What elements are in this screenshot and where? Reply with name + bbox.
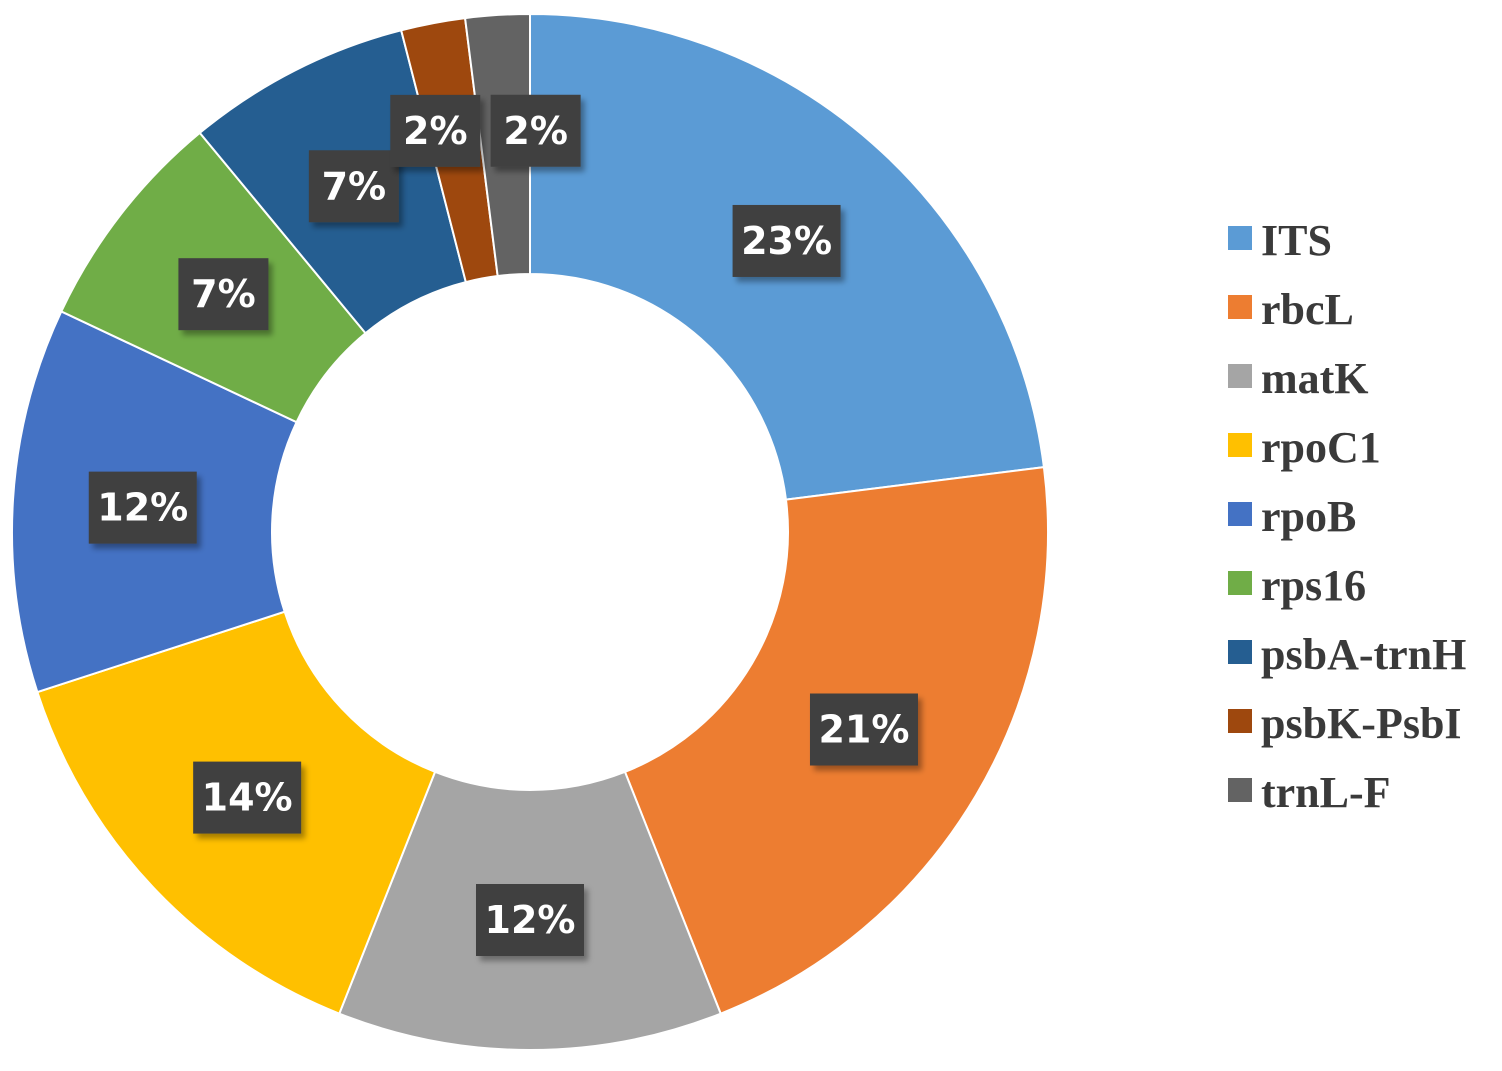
legend-label: trnL-F (1261, 768, 1391, 817)
data-label-text: 21% (818, 708, 909, 752)
data-label-text: 12% (485, 898, 576, 942)
legend-item-matk: matK (1228, 354, 1369, 403)
legend-swatch (1228, 295, 1252, 319)
data-label-box (490, 94, 581, 167)
legend-label: psbK-PsbI (1261, 699, 1462, 748)
data-label-box (193, 761, 302, 834)
data-label-matk: 12% (476, 884, 584, 956)
data-label-box (178, 258, 269, 331)
legend-label: psbA-trnH (1261, 630, 1466, 679)
legend-label: rpoC1 (1261, 423, 1381, 472)
legend: ITS rbcL matK rpoC1 rpoB rps16 psbA-trnH psbK-P… (1228, 216, 1466, 817)
legend-item-rpoc1: rpoC1 (1228, 423, 1381, 472)
legend-swatch (1228, 226, 1252, 250)
data-label-text: 12% (97, 486, 188, 530)
data-label-box (390, 94, 481, 167)
legend-swatch (1228, 709, 1252, 733)
legend-label: matK (1261, 354, 1369, 403)
data-label-rpob: 12% (88, 471, 197, 544)
data-label-text: 2% (403, 109, 468, 153)
data-label-text: 23% (741, 219, 832, 263)
legend-label: rbcL (1261, 285, 1354, 334)
legend-item-psba-trnh: psbA-trnH (1228, 630, 1466, 679)
data-label-rps16: 7% (178, 258, 269, 331)
legend-item-rpob: rpoB (1228, 492, 1356, 541)
data-label-box (476, 884, 584, 956)
data-label-box (308, 150, 399, 223)
data-label-box (732, 204, 841, 277)
data-label-box (809, 693, 918, 766)
data-label-text: 7% (322, 164, 387, 208)
data-label-text: 14% (202, 776, 293, 820)
data-label-its: 23% (732, 204, 841, 277)
legend-swatch (1228, 778, 1252, 802)
legend-swatch (1228, 502, 1252, 526)
data-label-text: 7% (191, 272, 256, 316)
data-label-rpoc1: 14% (193, 761, 302, 834)
data-label-rbcl: 21% (809, 693, 918, 766)
data-label-psbk-psbi: 2% (390, 94, 481, 167)
legend-item-psbk-psbi: psbK-PsbI (1228, 699, 1462, 748)
data-label-box (88, 471, 197, 544)
legend-label: ITS (1261, 216, 1332, 265)
legend-swatch (1228, 571, 1252, 595)
legend-label: rpoB (1261, 492, 1356, 541)
legend-item-trnl-f: trnL-F (1228, 768, 1391, 817)
data-labels-group: 23% 21% 12% 14% 12% 7% 7% 2% 2% (88, 94, 918, 956)
legend-item-rbcl: rbcL (1228, 285, 1354, 334)
legend-label: rps16 (1261, 561, 1366, 610)
data-label-psba-trnh: 7% (308, 150, 399, 223)
legend-swatch (1228, 640, 1252, 664)
data-label-trnl-f: 2% (490, 94, 581, 167)
legend-swatch (1228, 433, 1252, 457)
legend-swatch (1228, 364, 1252, 388)
data-label-text: 2% (503, 109, 568, 153)
legend-item-rps16: rps16 (1228, 561, 1366, 610)
legend-item-its: ITS (1228, 216, 1332, 265)
